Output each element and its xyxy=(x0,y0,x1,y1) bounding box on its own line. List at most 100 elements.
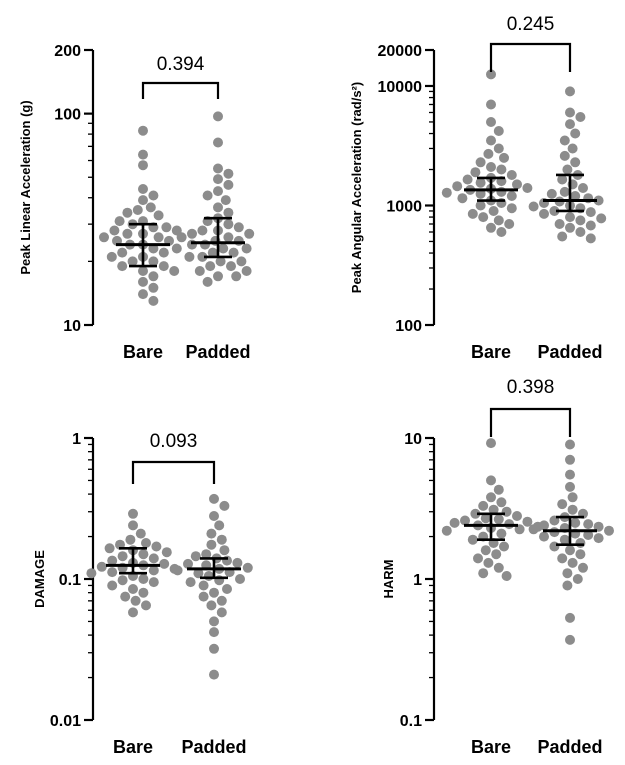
y-tick-label: 100 xyxy=(395,318,422,335)
data-point xyxy=(493,126,504,136)
data-point xyxy=(218,243,229,254)
data-point xyxy=(585,220,596,231)
data-point xyxy=(549,206,560,216)
data-point xyxy=(559,186,570,197)
category-label: Padded xyxy=(181,737,246,757)
data-point xyxy=(201,549,212,560)
data-point xyxy=(148,271,159,282)
y-tick-label: 10 xyxy=(404,431,422,448)
data-point xyxy=(559,150,570,161)
y-tick-label: 10000 xyxy=(378,79,423,96)
data-point xyxy=(219,545,230,556)
data-point xyxy=(462,174,473,185)
data-point xyxy=(565,612,575,623)
data-point xyxy=(562,164,573,175)
data-point xyxy=(104,543,115,554)
data-point xyxy=(585,207,596,218)
category-label: Bare xyxy=(471,342,511,362)
data-point xyxy=(215,256,226,267)
data-point xyxy=(528,524,539,535)
data-point xyxy=(528,201,539,212)
data-point xyxy=(145,202,156,213)
data-point xyxy=(467,208,478,219)
data-point xyxy=(109,225,120,236)
data-point xyxy=(96,561,107,572)
data-point xyxy=(557,231,568,242)
data-point xyxy=(117,575,128,586)
data-point xyxy=(226,261,236,272)
data-point xyxy=(148,577,159,588)
data-point xyxy=(557,499,568,510)
data-point xyxy=(478,212,489,223)
data-point xyxy=(486,162,496,172)
data-point xyxy=(486,135,496,146)
data-point xyxy=(106,251,117,262)
data-point xyxy=(565,86,575,97)
data-point xyxy=(213,111,223,122)
data-point xyxy=(187,228,197,239)
data-point xyxy=(567,143,578,154)
data-point xyxy=(138,184,148,194)
data-point xyxy=(483,557,494,568)
data-point xyxy=(153,210,164,221)
y-tick-label: 0.1 xyxy=(59,572,81,589)
data-point xyxy=(202,276,213,287)
data-point xyxy=(506,170,517,180)
data-point xyxy=(483,148,494,159)
data-point xyxy=(565,481,575,492)
data-point xyxy=(209,616,219,627)
data-point xyxy=(169,266,180,276)
data-point xyxy=(496,227,507,237)
category-label: Padded xyxy=(537,342,602,362)
data-point xyxy=(578,183,588,193)
data-point xyxy=(194,266,205,276)
data-point xyxy=(475,200,486,211)
data-point xyxy=(488,206,499,216)
data-point xyxy=(86,568,97,579)
data-point xyxy=(117,551,128,562)
data-point xyxy=(138,149,148,160)
data-point xyxy=(486,117,496,127)
data-point xyxy=(122,228,133,239)
data-point xyxy=(499,152,509,163)
data-point xyxy=(216,534,227,545)
data-point xyxy=(213,137,223,148)
data-point xyxy=(158,247,169,258)
data-point xyxy=(565,212,575,223)
data-point xyxy=(486,222,496,233)
data-point xyxy=(138,266,148,276)
data-point xyxy=(570,517,581,528)
data-point xyxy=(493,143,504,154)
data-point xyxy=(223,219,234,230)
y-tick-label: 1000 xyxy=(386,198,422,215)
data-point xyxy=(161,547,172,558)
data-point xyxy=(562,580,573,591)
category-label: Bare xyxy=(471,737,511,757)
data-point xyxy=(441,187,452,198)
data-point xyxy=(236,256,247,267)
data-point xyxy=(138,276,148,287)
data-point xyxy=(138,574,149,584)
data-point xyxy=(549,541,560,552)
data-point xyxy=(209,587,219,598)
data-point xyxy=(107,567,118,578)
data-point xyxy=(501,506,512,517)
data-point xyxy=(213,174,223,185)
data-point xyxy=(562,568,573,579)
data-point xyxy=(478,500,489,511)
data-point xyxy=(486,99,496,110)
p-value-label: 0.093 xyxy=(150,431,198,452)
data-point xyxy=(138,195,148,206)
data-point xyxy=(206,600,217,611)
data-point xyxy=(457,193,468,204)
data-point xyxy=(522,516,533,527)
data-point xyxy=(209,627,219,638)
data-point xyxy=(132,205,143,215)
data-point xyxy=(567,504,578,515)
data-point xyxy=(486,69,496,80)
y-tick-label: 1 xyxy=(413,572,422,589)
data-point xyxy=(593,195,604,206)
data-point xyxy=(575,538,586,548)
category-label: Bare xyxy=(123,342,163,362)
data-point xyxy=(575,215,586,226)
